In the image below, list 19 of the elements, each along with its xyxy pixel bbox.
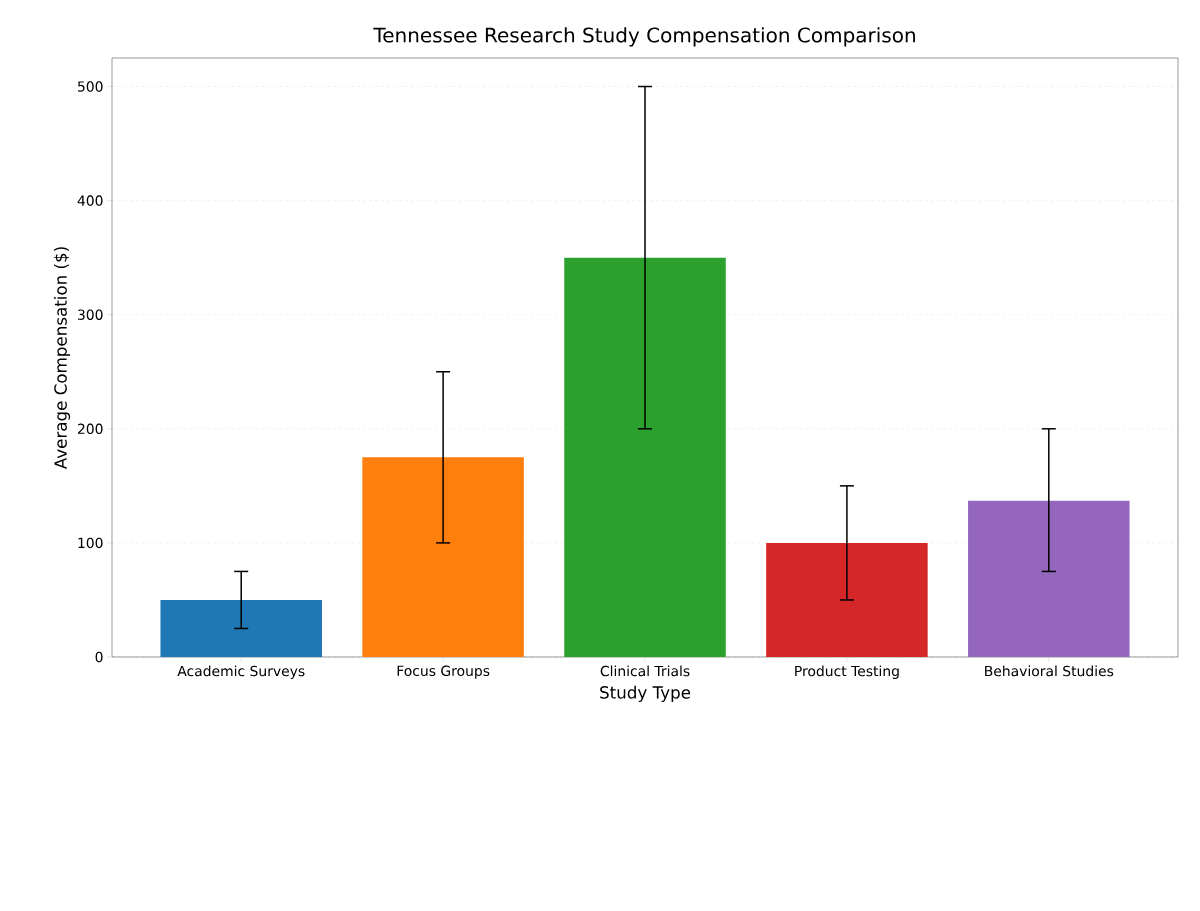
bar (968, 500, 1130, 657)
y-tick-label: 400 (77, 195, 103, 206)
x-tick-label: Clinical Trials (600, 665, 690, 677)
y-tick-label: 500 (78, 81, 103, 92)
y-axis-title: Average Compensation ($) (53, 247, 71, 470)
bar (766, 542, 928, 657)
y-tick-label: 0 (95, 651, 103, 663)
x-axis-title: Study Type (600, 685, 691, 702)
bar (564, 257, 726, 657)
bar (362, 457, 524, 657)
y-tick-label: 100 (78, 537, 103, 549)
y-tick-label: 300 (78, 309, 103, 320)
chart-title: Tennessee Research Study Compensation Comparison (373, 27, 915, 47)
bar (160, 599, 322, 657)
x-tick-label: Product Testing (795, 665, 899, 679)
y-tick-label: 200 (77, 423, 103, 435)
x-tick-label: Academic Surveys (177, 665, 305, 679)
x-tick-label: Focus Groups (397, 665, 490, 679)
x-tick-label: Behavioral Studies (985, 665, 1114, 677)
